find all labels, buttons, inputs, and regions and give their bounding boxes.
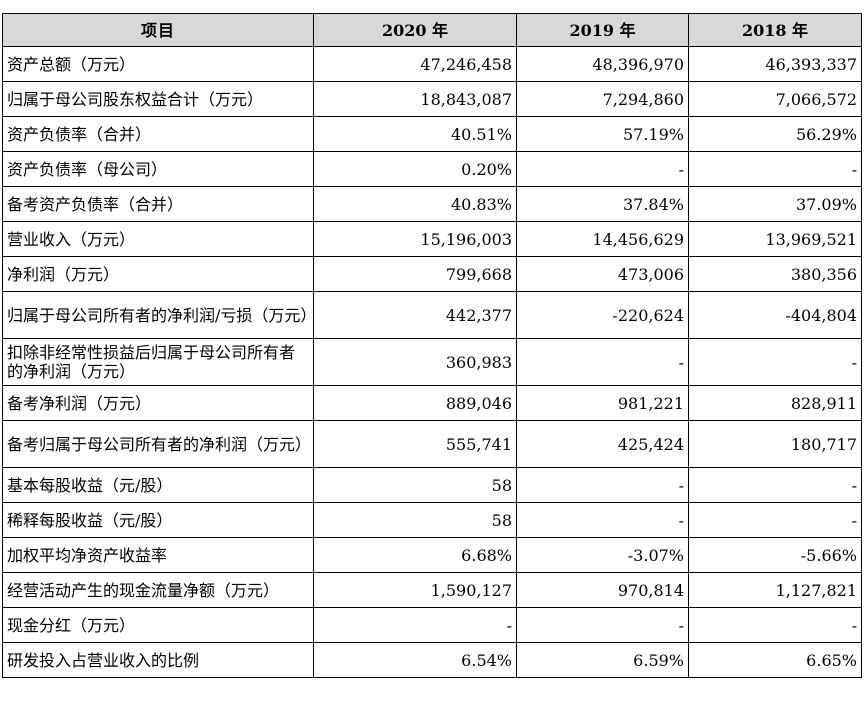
table-row: 资产负债率（母公司） 0.20% - -	[2, 151, 862, 187]
value-2018: 380,356	[688, 256, 862, 292]
table-row: 备考归属于母公司所有者的净利润（万元） 555,741 425,424 180,…	[2, 420, 862, 468]
value-2020: 6.54%	[313, 642, 517, 678]
value-2020: 1,590,127	[313, 572, 517, 608]
value-2019: 981,221	[516, 385, 689, 421]
row-label: 现金分红（万元）	[2, 607, 314, 643]
row-label: 基本每股收益（元/股）	[2, 467, 314, 503]
row-label: 备考归属于母公司所有者的净利润（万元）	[2, 420, 314, 468]
value-2020: 6.68%	[313, 537, 517, 573]
value-2019: -	[516, 502, 689, 538]
table-row: 备考资产负债率（合并） 40.83% 37.84% 37.09%	[2, 186, 862, 222]
value-2020: 18,843,087	[313, 81, 517, 117]
table-row: 加权平均净资产收益率 6.68% -3.07% -5.66%	[2, 537, 862, 573]
value-2019: -	[516, 607, 689, 643]
value-2018: 13,969,521	[688, 221, 862, 257]
value-2018: 46,393,337	[688, 46, 862, 82]
value-2019: 37.84%	[516, 186, 689, 222]
row-label: 资产负债率（合并）	[2, 116, 314, 152]
value-2018: 37.09%	[688, 186, 862, 222]
table-row: 资产负债率（合并） 40.51% 57.19% 56.29%	[2, 116, 862, 152]
row-label: 备考资产负债率（合并）	[2, 186, 314, 222]
value-2018: 828,911	[688, 385, 862, 421]
value-2018: -	[688, 502, 862, 538]
table-row: 资产总额（万元） 47,246,458 48,396,970 46,393,33…	[2, 46, 862, 82]
header-year-2020: 2020 年	[313, 13, 517, 47]
value-2019: -	[516, 467, 689, 503]
value-2019: 970,814	[516, 572, 689, 608]
value-2020: 889,046	[313, 385, 517, 421]
table-row: 归属于母公司所有者的净利润/亏损（万元） 442,377 -220,624 -4…	[2, 291, 862, 339]
value-2020: 58	[313, 502, 517, 538]
financial-summary-table: 项目 2020 年 2019 年 2018 年 资产总额（万元） 47,246,…	[2, 13, 862, 678]
value-2020: 442,377	[313, 291, 517, 339]
row-label: 资产总额（万元）	[2, 46, 314, 82]
row-label: 加权平均净资产收益率	[2, 537, 314, 573]
value-2018: 56.29%	[688, 116, 862, 152]
header-item: 项目	[2, 13, 314, 47]
value-2020: 799,668	[313, 256, 517, 292]
value-2018: 7,066,572	[688, 81, 862, 117]
header-year-2018: 2018 年	[688, 13, 862, 47]
table-header: 项目 2020 年 2019 年 2018 年	[2, 13, 862, 47]
header-row: 项目 2020 年 2019 年 2018 年	[2, 13, 862, 47]
value-2019: 7,294,860	[516, 81, 689, 117]
value-2020: 360,983	[313, 338, 517, 386]
value-2018: 1,127,821	[688, 572, 862, 608]
table-row: 研发投入占营业收入的比例 6.54% 6.59% 6.65%	[2, 642, 862, 678]
row-label: 扣除非经常性损益后归属于母公司所有者的净利润（万元）	[2, 338, 314, 386]
row-label: 归属于母公司所有者的净利润/亏损（万元）	[2, 291, 316, 339]
value-2020: -	[313, 607, 517, 643]
row-label: 经营活动产生的现金流量净额（万元）	[2, 572, 314, 608]
value-2018: -	[688, 467, 862, 503]
value-2019: 425,424	[516, 420, 689, 468]
value-2019: -3.07%	[516, 537, 689, 573]
row-label: 净利润（万元）	[2, 256, 314, 292]
row-label: 备考净利润（万元）	[2, 385, 314, 421]
table-row: 营业收入（万元） 15,196,003 14,456,629 13,969,52…	[2, 221, 862, 257]
financial-table-container: 项目 2020 年 2019 年 2018 年 资产总额（万元） 47,246,…	[2, 13, 862, 678]
table-body: 资产总额（万元） 47,246,458 48,396,970 46,393,33…	[2, 46, 862, 678]
table-row: 现金分红（万元） - - -	[2, 607, 862, 643]
table-row: 经营活动产生的现金流量净额（万元） 1,590,127 970,814 1,12…	[2, 572, 862, 608]
value-2020: 40.51%	[313, 116, 517, 152]
value-2019: 57.19%	[516, 116, 689, 152]
value-2018: 6.65%	[688, 642, 862, 678]
table-row: 归属于母公司股东权益合计（万元） 18,843,087 7,294,860 7,…	[2, 81, 862, 117]
value-2019: 6.59%	[516, 642, 689, 678]
value-2019: 473,006	[516, 256, 689, 292]
value-2020: 58	[313, 467, 517, 503]
value-2020: 47,246,458	[313, 46, 517, 82]
value-2018: -	[688, 151, 862, 187]
row-label: 研发投入占营业收入的比例	[2, 642, 314, 678]
row-label: 稀释每股收益（元/股）	[2, 502, 314, 538]
row-label: 资产负债率（母公司）	[2, 151, 314, 187]
table-row: 备考净利润（万元） 889,046 981,221 828,911	[2, 385, 862, 421]
value-2018: -	[688, 338, 862, 386]
value-2018: -404,804	[688, 291, 862, 339]
value-2020: 555,741	[313, 420, 517, 468]
value-2019: -220,624	[516, 291, 689, 339]
row-label: 营业收入（万元）	[2, 221, 314, 257]
value-2018: -5.66%	[688, 537, 862, 573]
row-label: 归属于母公司股东权益合计（万元）	[2, 81, 314, 117]
table-row: 稀释每股收益（元/股） 58 - -	[2, 502, 862, 538]
header-year-2019: 2019 年	[516, 13, 689, 47]
value-2019: 48,396,970	[516, 46, 689, 82]
value-2019: -	[516, 151, 689, 187]
table-row: 基本每股收益（元/股） 58 - -	[2, 467, 862, 503]
value-2020: 0.20%	[313, 151, 517, 187]
value-2018: 180,717	[688, 420, 862, 468]
table-row: 净利润（万元） 799,668 473,006 380,356	[2, 256, 862, 292]
value-2019: -	[516, 338, 689, 386]
value-2020: 15,196,003	[313, 221, 517, 257]
value-2020: 40.83%	[313, 186, 517, 222]
value-2019: 14,456,629	[516, 221, 689, 257]
value-2018: -	[688, 607, 862, 643]
table-row: 扣除非经常性损益后归属于母公司所有者的净利润（万元） 360,983 - -	[2, 338, 862, 386]
